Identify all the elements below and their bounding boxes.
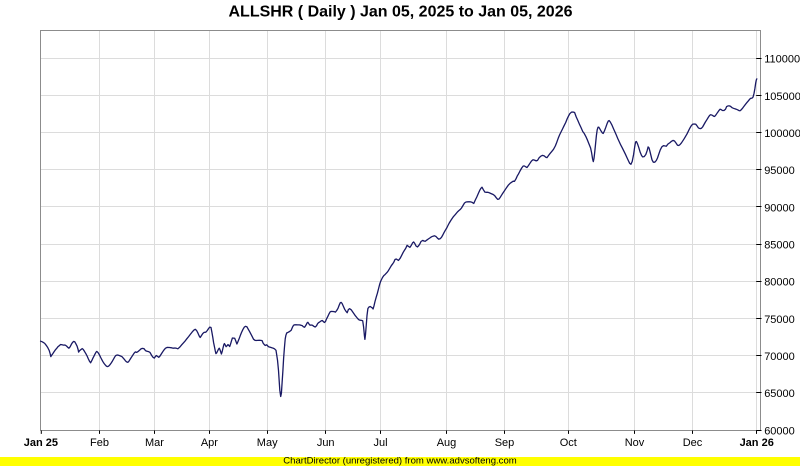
svg-text:95000: 95000 [764,165,795,177]
svg-text:Sep: Sep [495,437,515,449]
svg-text:ChartDirector (unregistered) f: ChartDirector (unregistered) from www.ad… [283,456,516,466]
svg-text:Nov: Nov [625,437,645,449]
svg-text:80000: 80000 [764,277,795,289]
svg-text:85000: 85000 [764,240,795,252]
svg-text:60000: 60000 [764,425,795,437]
svg-text:65000: 65000 [764,388,795,400]
svg-text:Mar: Mar [145,437,164,449]
svg-text:Dec: Dec [683,437,703,449]
svg-text:May: May [257,437,278,449]
svg-text:Feb: Feb [90,437,109,449]
svg-text:90000: 90000 [764,202,795,214]
svg-text:Jun: Jun [317,437,335,449]
svg-text:105000: 105000 [764,91,800,103]
svg-text:110000: 110000 [764,54,800,66]
svg-text:70000: 70000 [764,351,795,363]
svg-text:Apr: Apr [201,437,218,449]
svg-text:Oct: Oct [560,437,577,449]
svg-text:Jan 26: Jan 26 [740,437,774,449]
svg-text:75000: 75000 [764,314,795,326]
svg-text:100000: 100000 [764,128,800,140]
svg-text:Aug: Aug [437,437,457,449]
svg-text:Jul: Jul [373,437,387,449]
svg-text:ALLSHR ( Daily ) Jan 05, 2025: ALLSHR ( Daily ) Jan 05, 2025 to Jan 05,… [229,3,573,20]
svg-text:Jan 25: Jan 25 [24,437,58,449]
